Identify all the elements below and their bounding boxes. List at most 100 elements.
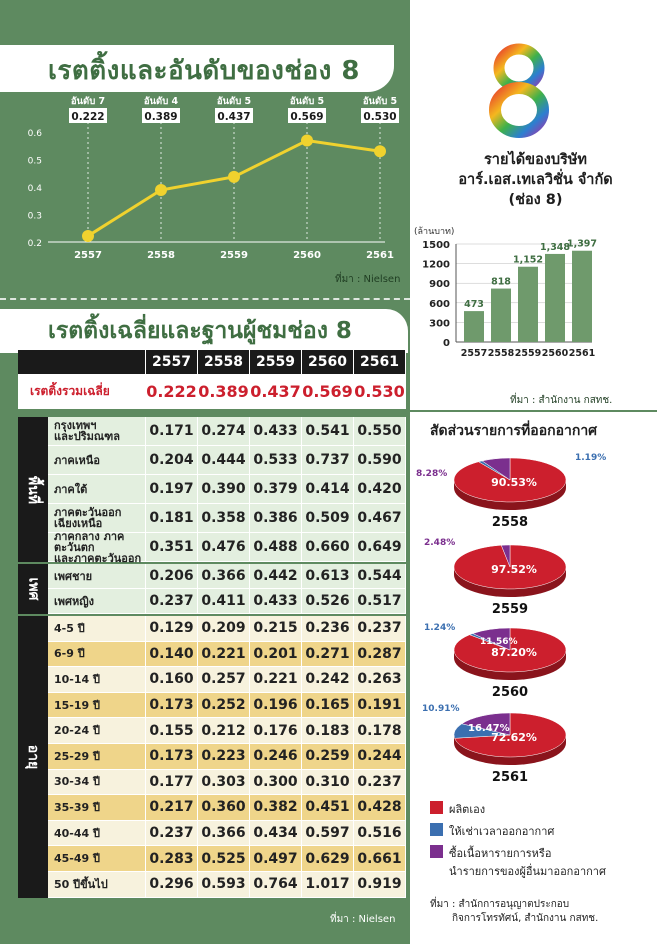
pie-year-label: 2561 [492,770,528,785]
rank-label: อันดับ 5 [363,96,397,107]
pie-purple-label: 16.47% [468,723,510,734]
row-value: 0.517 [354,589,406,614]
row-value: 0.223 [198,743,250,770]
pie-slice [481,457,511,481]
row-value: 0.414 [302,475,354,504]
row-value: 0.296 [146,871,198,898]
line-x-tick: 2558 [147,250,175,261]
row-value: 1.017 [302,871,354,898]
pie-main-label: 90.53% [491,476,537,489]
table-header-blank [18,350,146,375]
bar-value-label: 473 [464,299,484,310]
revenue-title-line-3: (ช่อง 8) [508,192,563,208]
row-label-line: ภาคตะวันออก [54,506,122,519]
pie-year-label: 2559 [492,602,528,617]
rank-label: อันดับ 7 [71,96,105,107]
table-row: 40-44 ปี 0.237 0.366 0.434 0.597 0.516 [48,820,406,847]
row-value: 0.661 [354,846,406,872]
pie-legend: ผลิตเอง ให้เช่าเวลาออกอากาศ ซื้อเนื้อหาราย… [430,800,606,884]
row-value: 0.237 [146,589,198,614]
row-value: 0.358 [198,504,250,533]
value-label: 0.530 [363,111,396,123]
row-value: 0.533 [250,446,302,475]
row-value: 0.271 [302,641,354,668]
row-value: 0.237 [354,769,406,796]
bar-y-tick: 300 [429,318,450,329]
row-label-line: ภาคใต้ [54,482,88,496]
total-value: 0.389 [198,375,250,409]
row-value: 0.303 [198,769,250,796]
revenue-bar-chart: (ล้านบาท) 0 300 600 900 1200 1500 473 2557 818 255… [414,226,597,359]
value-box [69,108,107,123]
pie-main-label: 97.52% [491,563,537,576]
pie-slice [472,627,511,651]
table-group: พื้นที่ กรุงเทพฯ และปริมณฑล 0.171 0.274 0.433… [18,417,408,564]
row-value: 0.197 [146,475,198,504]
row-value: 0.509 [302,504,354,533]
table-row: กรุงเทพฯ และปริมณฑล 0.171 0.274 0.433 0.541 0.… [48,417,406,446]
row-label-line: 25-29 ปี [54,749,100,763]
row-value: 0.160 [146,667,198,693]
row-label-line: ภาคเหนือ [54,453,100,467]
value-label: 0.222 [71,111,104,123]
pie-charts: 90.53% 8.28% 1.19% 2558 97.52% 2.48% 2559 87.20… [416,453,606,785]
row-value: 0.433 [250,417,302,446]
total-value: 0.222 [146,375,198,409]
revenue-title: รายได้ของบริษัท อาร์.เอส.เทเลวิชั่น จำกั… [418,150,653,210]
row-value: 0.590 [354,446,406,475]
bar-value-label: 1,348 [540,242,570,253]
line-point [228,170,240,183]
row-label: 35-39 ปี [48,795,146,821]
row-value: 0.420 [354,475,406,504]
line-x-tick: 2557 [74,250,102,261]
row-label-line: 35-39 ปี [54,800,100,814]
row-label: 50 ปีขึ้นไป [48,871,146,898]
row-value: 0.379 [250,475,302,504]
channel-8-logo [489,43,549,138]
table-row: 25-29 ปี 0.173 0.223 0.246 0.259 0.244 [48,743,406,770]
section-divider [0,298,410,300]
pie-blue-label: 1.19% [575,453,606,463]
row-value: 0.191 [354,692,406,719]
pie-chart: 87.20% 1.24% 11.56% 2560 [424,623,567,700]
revenue-title-line-1: รายได้ของบริษัท [484,152,587,168]
row-value: 0.442 [250,564,302,589]
row-value: 0.497 [250,846,302,872]
row-value: 0.236 [302,616,354,642]
row-label-line: เพศหญิง [54,594,94,608]
table-row: 15-19 ปี 0.173 0.252 0.196 0.165 0.191 [48,692,406,719]
source-pie-line-2: กิจการโทรทัศน์, สำนักงาน กสทช. [452,913,599,924]
row-value: 0.488 [250,533,302,562]
legend-text-line: นำรายการของผู้อื่นมาออกอากาศ [449,865,606,878]
row-value: 0.287 [354,641,406,668]
pie-slice [453,627,567,673]
group-side-label: อายุ [18,616,48,898]
row-value: 0.204 [146,446,198,475]
pie-blue-label: 10.91% [422,704,460,714]
table-row: ภาคใต้ 0.197 0.390 0.379 0.414 0.420 [48,475,406,504]
table-row: ภาคเหนือ 0.204 0.444 0.533 0.737 0.590 [48,446,406,475]
bar-value-label: 1,152 [513,255,543,266]
row-value: 0.215 [250,616,302,642]
bar-y-tick: 1500 [422,240,450,251]
pie-main-label: 87.20% [491,646,537,659]
row-label: ภาคเหนือ [48,446,146,475]
bar-value-label: 818 [491,277,511,288]
group-side-label: พื้นที่ [18,417,48,562]
table-header-year: 2560 [302,350,354,375]
row-label-line: เฉียงเหนือ [54,517,103,530]
row-value: 0.183 [302,718,354,744]
row-value: 0.259 [302,743,354,770]
row-value: 0.411 [198,589,250,614]
row-value: 0.263 [354,667,406,693]
bar-x-tick: 2558 [488,348,515,359]
table-row: ภาคตะวันออก เฉียงเหนือ 0.181 0.358 0.386 0.50… [48,504,406,533]
row-label: ภาคใต้ [48,475,146,504]
row-value: 0.390 [198,475,250,504]
table-row: 6-9 ปี 0.140 0.221 0.201 0.271 0.287 [48,641,406,668]
line-x-tick: 2561 [366,250,394,261]
row-label-line: กรุงเทพฯ [54,419,97,432]
row-value: 0.428 [354,795,406,821]
row-label: 10-14 ปี [48,667,146,693]
pie-slice [461,712,511,736]
